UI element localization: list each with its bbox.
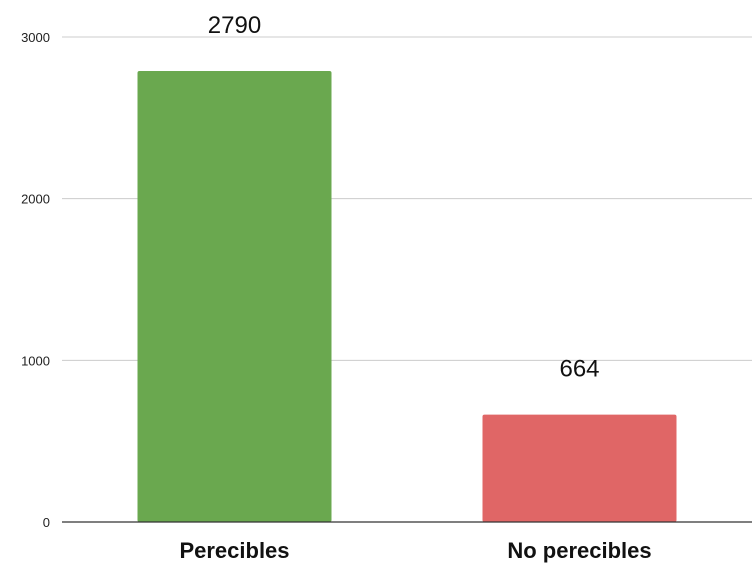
y-axis-tick-labels: 0 1000 2000 3000 [21,30,50,530]
bars [137,70,677,522]
data-labels: 2790 664 [208,12,600,383]
y-tick-label: 3000 [21,30,50,45]
y-tick-label: 2000 [21,192,50,207]
y-tick-label: 0 [43,515,50,530]
x-axis-category-labels: Perecibles No perecibles [179,538,651,563]
category-label: Perecibles [179,538,289,563]
category-label: No perecibles [507,538,651,563]
data-label: 2790 [208,12,261,39]
data-label: 664 [559,356,599,383]
bar [482,414,677,522]
y-tick-label: 1000 [21,353,50,368]
bar [137,70,332,522]
